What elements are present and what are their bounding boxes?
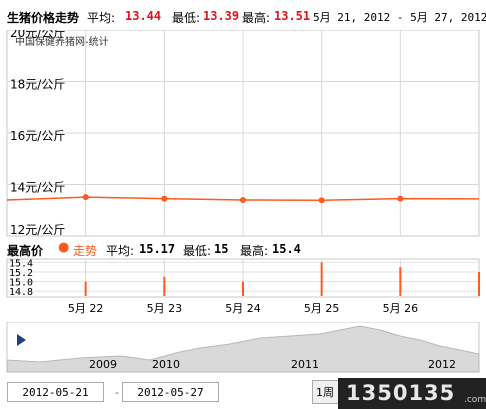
max-price-bar[interactable] [163, 276, 166, 296]
volume-min-label: 最低: [183, 244, 212, 258]
max-price-bar[interactable] [84, 281, 87, 296]
max-label: 最高: [242, 11, 271, 25]
max-price-bar[interactable] [242, 281, 244, 296]
nav-year-2011: 2011 [291, 358, 319, 371]
volume-avg-value: 15.17 [139, 242, 176, 256]
date-separator: - [115, 386, 119, 399]
nav-year-2012: 2012 [428, 358, 456, 371]
vol-y-tick-label: 15.0 [9, 278, 33, 289]
date-range: 5月 21, 2012 - 5月 27, 2012 [313, 11, 486, 24]
volume-min-value: 15 [214, 242, 229, 256]
volume-avg-label: 平均: [106, 244, 135, 258]
price-line-chart: 中国保健养猪网-统计 20元/公斤 18元/公斤 16元/公斤 14元/公斤 12元/公… [6, 30, 480, 237]
price-point[interactable] [82, 194, 89, 201]
avg-value: 13.44 [125, 9, 162, 23]
legend-dot-icon: ● [58, 240, 70, 255]
start-date-input[interactable]: 2012-05-21 [7, 382, 104, 402]
watermark-text: 1350135 [346, 381, 456, 405]
price-point[interactable] [397, 195, 404, 202]
chart-source-label: 中国保健养猪网-统计 [15, 35, 109, 48]
max-value: 13.51 [274, 9, 311, 23]
x-tick-label: 5月 25 [304, 302, 340, 315]
max-price-bar[interactable] [320, 262, 323, 296]
vol-y-tick-label: 15.4 [9, 258, 33, 269]
price-point[interactable] [318, 197, 325, 204]
avg-label: 平均: [87, 11, 116, 25]
navigator-area [6, 325, 480, 373]
max-price-bar[interactable] [478, 272, 480, 296]
y-tick-label: 20元/公斤 [10, 30, 65, 40]
legend-label: 走势 [73, 244, 98, 258]
x-tick-label: 5月 22 [68, 302, 104, 315]
volume-title: 最高价 [7, 244, 44, 258]
y-tick-label: 14元/公斤 [10, 181, 65, 195]
min-value: 13.39 [203, 9, 240, 23]
max-price-bar[interactable] [399, 267, 402, 296]
y-tick-label: 12元/公斤 [10, 223, 65, 237]
y-tick-label: 16元/公斤 [10, 129, 65, 143]
vol-y-tick-label: 14.8 [9, 287, 33, 298]
max-price-bar-chart: 15.415.215.014.8 5月 22 5月 23 5月 24 5月 25 5月 … [6, 258, 480, 315]
price-point[interactable] [240, 196, 246, 203]
min-label: 最低: [172, 11, 201, 25]
navigator-play-icon[interactable] [17, 334, 26, 346]
nav-year-2010: 2010 [152, 358, 180, 371]
x-tick-label: 5月 24 [225, 302, 261, 315]
volume-max-value: 15.4 [272, 242, 301, 256]
watermark-logo: 1350135 .com [338, 378, 486, 409]
volume-header: 最高价 ● 走势 平均: 15.17 最低: 15 最高: 15.4 [0, 240, 486, 260]
end-date-input[interactable]: 2012-05-27 [122, 382, 219, 402]
x-tick-label: 5月 23 [147, 302, 183, 315]
price-point[interactable] [161, 195, 168, 202]
chart-title: 生猪价格走势 [7, 11, 80, 25]
volume-max-label: 最高: [240, 244, 269, 258]
y-tick-label: 18元/公斤 [10, 78, 65, 92]
x-tick-label: 5月 26 [383, 302, 419, 315]
vol-y-tick-label: 15.2 [9, 268, 33, 279]
period-week-button[interactable]: 1周 [312, 380, 340, 404]
nav-year-2009: 2009 [89, 358, 117, 371]
chart-header: 生猪价格走势 平均: 13.44 最低: 13.39 最高: 13.51 5月 … [0, 0, 486, 30]
watermark-suffix: .com [464, 395, 486, 405]
date-navigator[interactable]: 2009 2010 2011 2012 [0, 322, 486, 374]
